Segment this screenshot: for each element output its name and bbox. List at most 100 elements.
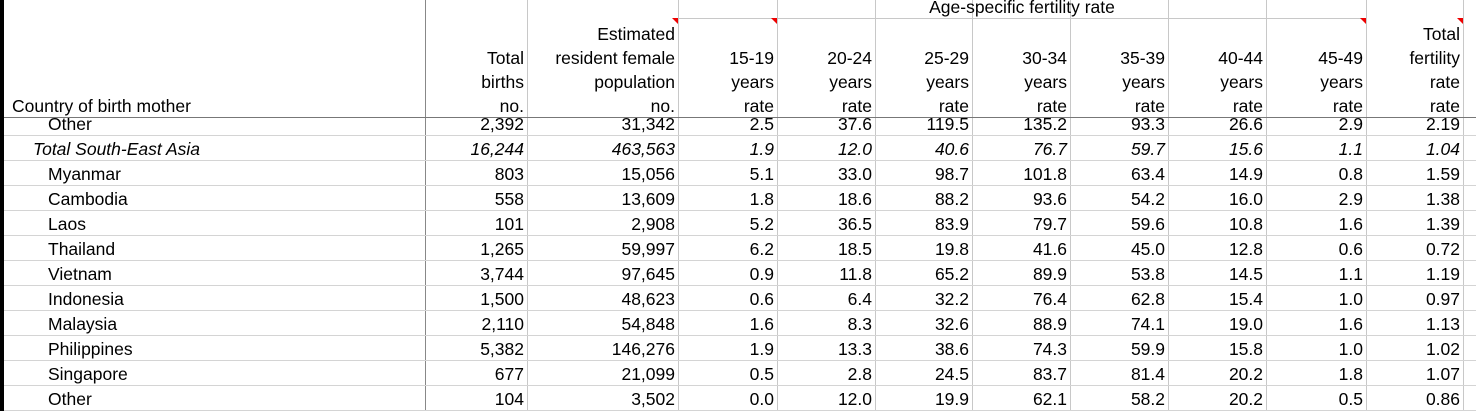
cell-value: 0.9 — [750, 264, 774, 284]
row-label: Philippines — [48, 339, 133, 359]
cell-value: 0.6 — [1339, 239, 1363, 259]
column-header: years — [1320, 72, 1363, 92]
cell-value: 53.8 — [1131, 264, 1165, 284]
cell-value: 2.9 — [1339, 189, 1363, 209]
cell-value: 41.6 — [1033, 239, 1067, 259]
row-label: Other — [48, 389, 92, 409]
cell-value: 13.3 — [838, 339, 872, 359]
cell-value: 104 — [495, 389, 524, 409]
cell-value: 0.5 — [1339, 389, 1363, 409]
cell-value: 1.0 — [1339, 339, 1364, 359]
cell-value: 24.5 — [935, 364, 969, 384]
cell-value: 146,276 — [612, 339, 675, 359]
cell-value: 15,056 — [621, 164, 675, 184]
cell-value: 58.2 — [1131, 389, 1165, 409]
cell-value: 5.2 — [750, 214, 774, 234]
column-unit: rate — [1037, 96, 1067, 116]
cell-value: 8.3 — [848, 314, 872, 334]
cell-value: 19.9 — [935, 389, 969, 409]
column-header: 45-49 — [1318, 48, 1363, 68]
column-header: fertility — [1409, 48, 1460, 68]
column-header: years — [926, 72, 969, 92]
cell-value: 0.97 — [1426, 289, 1460, 309]
comment-marker — [1360, 18, 1366, 24]
column-unit: no. — [651, 96, 675, 116]
cell-value: 3,744 — [480, 264, 524, 284]
column-header: births — [481, 72, 524, 92]
column-header: Estimated — [597, 24, 675, 44]
cell-value: 1.13 — [1426, 314, 1460, 334]
row-label: Singapore — [48, 364, 128, 384]
cell-value: 558 — [495, 189, 524, 209]
row-label-header: Country of birth mother — [12, 96, 191, 116]
column-unit: rate — [1333, 96, 1363, 116]
cell-value: 11.8 — [839, 264, 872, 284]
cell-value: 32.6 — [935, 314, 969, 334]
cell-value: 13,609 — [621, 189, 675, 209]
cell-value: 1.6 — [750, 314, 774, 334]
cell-value: 74.3 — [1033, 339, 1067, 359]
cell-value: 45.0 — [1131, 239, 1165, 259]
comment-markers — [672, 18, 1463, 24]
cell-value: 3,502 — [631, 389, 675, 409]
cell-value: 83.9 — [935, 214, 969, 234]
cell-value: 1,265 — [480, 239, 524, 259]
column-header: years — [1024, 72, 1067, 92]
cell-value: 59.6 — [1131, 214, 1165, 234]
cell-value: 93.6 — [1033, 189, 1067, 209]
cell-value: 16,244 — [470, 139, 524, 159]
cell-value: 1.1 — [1339, 264, 1363, 284]
row-label: Total South-East Asia — [33, 139, 200, 159]
cell-value: 5,382 — [480, 339, 524, 359]
cell-value: 0.0 — [750, 389, 775, 409]
cell-value: 1.9 — [750, 139, 775, 159]
cell-value: 2.9 — [1339, 114, 1363, 134]
cell-value: 62.1 — [1033, 389, 1067, 409]
cell-value: 36.5 — [838, 214, 872, 234]
cell-value: 1,500 — [480, 289, 524, 309]
row-label: Vietnam — [48, 264, 112, 284]
cell-value: 88.2 — [935, 189, 969, 209]
header: Age-specific fertility rate Country of b… — [12, 0, 1460, 116]
column-header: 30-34 — [1022, 48, 1067, 68]
cell-value: 677 — [495, 364, 524, 384]
cell-value: 15.6 — [1229, 139, 1263, 159]
cell-value: 5.1 — [750, 164, 774, 184]
cell-value: 14.9 — [1229, 164, 1263, 184]
cell-value: 6.4 — [848, 289, 873, 309]
column-unit: rate — [744, 96, 774, 116]
cell-value: 101.8 — [1023, 164, 1067, 184]
cell-value: 54.2 — [1131, 189, 1165, 209]
cell-value: 119.5 — [927, 114, 970, 134]
cell-value: 1.0 — [1339, 289, 1364, 309]
column-header: 40-44 — [1218, 48, 1263, 68]
cell-value: 48,623 — [621, 289, 675, 309]
cell-value: 21,099 — [621, 364, 675, 384]
cell-value: 1.39 — [1426, 214, 1460, 234]
column-unit: rate — [842, 96, 872, 116]
column-header: years — [1122, 72, 1165, 92]
cell-value: 37.6 — [838, 114, 872, 134]
column-header: resident female — [555, 48, 675, 68]
column-header: 35-39 — [1120, 48, 1165, 68]
left-edge — [0, 0, 4, 411]
cell-value: 93.3 — [1131, 114, 1165, 134]
cell-value: 59.7 — [1131, 139, 1166, 159]
row-label: Malaysia — [48, 314, 117, 334]
cell-value: 38.6 — [935, 339, 969, 359]
cell-value: 12.0 — [838, 139, 872, 159]
cell-value: 59.9 — [1131, 339, 1165, 359]
cell-value: 89.9 — [1033, 264, 1067, 284]
column-header: years — [829, 72, 872, 92]
row-label: Other — [48, 114, 92, 134]
cell-value: 20.2 — [1229, 389, 1263, 409]
cell-value: 1.19 — [1426, 264, 1460, 284]
column-header: Total — [1423, 24, 1460, 44]
column-header: rate — [1430, 72, 1460, 92]
cell-value: 2.19 — [1426, 114, 1460, 134]
cell-value: 135.2 — [1023, 114, 1067, 134]
group-title: Age-specific fertility rate — [929, 0, 1115, 17]
cell-value: 12.8 — [1229, 239, 1263, 259]
